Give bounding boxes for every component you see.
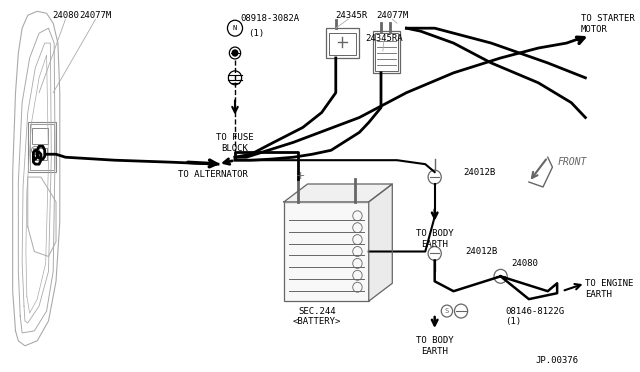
Text: 24080: 24080	[511, 259, 538, 268]
Bar	[28, 122, 56, 172]
Text: 24077M: 24077M	[79, 11, 112, 20]
Text: 24077M: 24077M	[376, 11, 408, 20]
Text: (1): (1)	[506, 317, 522, 327]
Text: TO FUSE: TO FUSE	[216, 133, 254, 142]
Bar	[375, 33, 398, 71]
Text: <BATTERY>: <BATTERY>	[292, 317, 341, 327]
Text: TO ENGINE: TO ENGINE	[586, 279, 634, 288]
Bar	[29, 125, 54, 170]
Text: 24080: 24080	[52, 11, 79, 20]
Text: 24012B: 24012B	[466, 247, 498, 256]
Bar	[326, 28, 359, 58]
Bar	[33, 148, 47, 160]
Text: MOTOR: MOTOR	[580, 25, 607, 34]
Text: 24012B: 24012B	[463, 168, 495, 177]
Text: +: +	[296, 171, 306, 181]
Text: EARTH: EARTH	[421, 347, 448, 356]
Text: N: N	[233, 25, 237, 31]
Text: 24345R: 24345R	[335, 11, 368, 20]
Text: FRONT: FRONT	[557, 157, 586, 167]
Polygon shape	[369, 184, 392, 301]
Text: S: S	[445, 308, 449, 314]
Text: EARTH: EARTH	[586, 290, 612, 299]
Text: JP.00376: JP.00376	[536, 356, 579, 365]
Bar	[329, 33, 356, 55]
Text: TO STARTER: TO STARTER	[580, 14, 634, 23]
Bar	[374, 31, 400, 73]
Bar	[31, 128, 49, 144]
Bar	[284, 202, 369, 301]
Text: 08146-8122G: 08146-8122G	[506, 307, 564, 315]
Text: TO BODY: TO BODY	[416, 229, 454, 238]
Text: TO ALTERNATOR: TO ALTERNATOR	[179, 170, 248, 179]
Text: EARTH: EARTH	[421, 240, 448, 249]
Text: SEC.244: SEC.244	[298, 307, 336, 315]
Text: TO BODY: TO BODY	[416, 336, 454, 345]
Text: (1): (1)	[248, 29, 264, 38]
Text: BLOCK: BLOCK	[221, 144, 248, 153]
Text: 24345RA: 24345RA	[365, 33, 403, 43]
Text: 08918-3082A: 08918-3082A	[240, 14, 300, 23]
Polygon shape	[284, 184, 392, 202]
Circle shape	[232, 50, 238, 56]
